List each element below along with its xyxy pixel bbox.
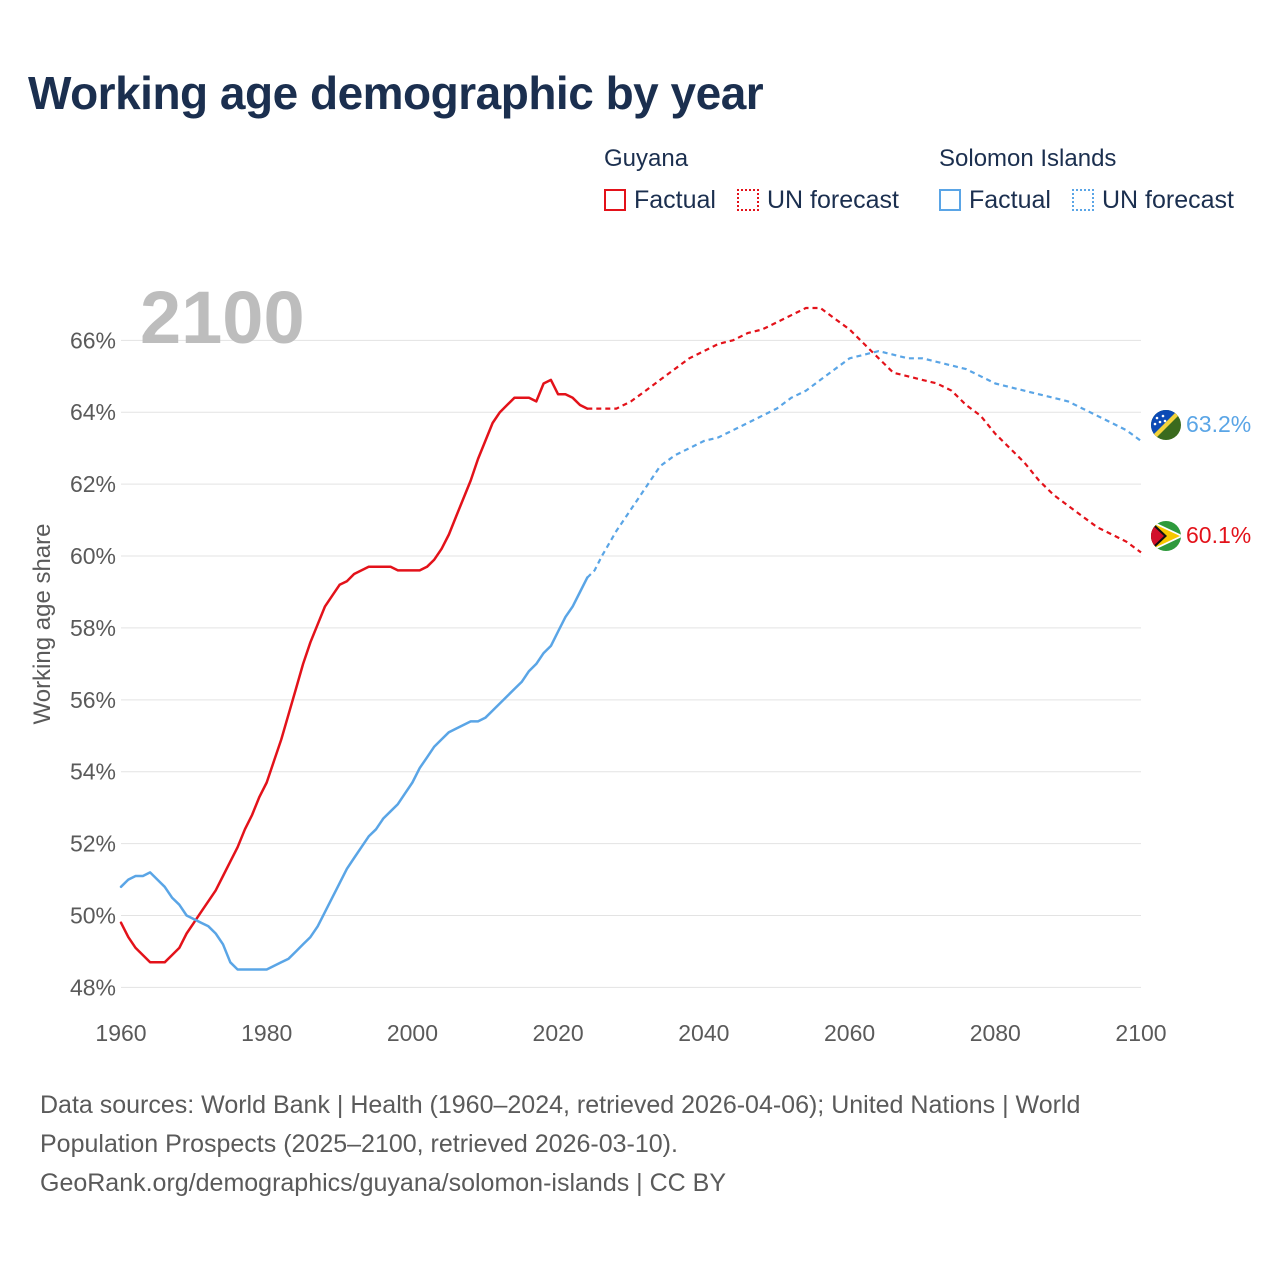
y-axis: 48% 50% 52% 54% 56% 58% 60% 62% 64% 66% [70, 327, 116, 1000]
year-overlay: 2100 [140, 276, 305, 359]
source-text: Data sources: World Bank | Health (1960–… [40, 1091, 1081, 1158]
series-line-solomon-islands-factual[interactable] [119, 576, 589, 971]
y-tick-label: 60% [70, 543, 116, 569]
chart-title: Working age demographic by year [28, 67, 764, 119]
series-line-guyana-factual[interactable] [119, 378, 589, 964]
y-tick-label: 50% [70, 903, 116, 929]
legend-swatch-dotted-icon [737, 189, 759, 211]
x-tick-label: 2000 [387, 1020, 438, 1046]
series-layer [119, 306, 1142, 971]
y-tick-label: 66% [70, 327, 116, 353]
legend-swatch-dotted-icon [1072, 189, 1094, 211]
series-line-solomon-islands-forecast[interactable] [586, 350, 1142, 579]
legend-label: UN forecast [1102, 185, 1234, 214]
x-axis: 1960 1980 2000 2020 2040 2060 2080 2100 [95, 1020, 1166, 1046]
x-tick-label: 2040 [678, 1020, 729, 1046]
x-tick-label: 1980 [241, 1020, 292, 1046]
source-credit: GeoRank.org/demographics/guyana/solomon-… [40, 1169, 727, 1197]
y-tick-label: 62% [70, 471, 116, 497]
legend-item-guyana-factual[interactable]: Factual [604, 186, 716, 214]
legend-label: Factual [634, 185, 716, 214]
grid [121, 339, 1141, 988]
y-tick-label: 56% [70, 687, 116, 713]
x-tick-label: 2080 [970, 1020, 1021, 1046]
x-tick-label: 2060 [824, 1020, 875, 1046]
x-tick-label: 2020 [533, 1020, 584, 1046]
y-tick-label: 58% [70, 615, 116, 641]
series-line-guyana-forecast[interactable] [587, 306, 1142, 554]
x-tick-label: 1960 [95, 1020, 146, 1046]
guyana-flag-icon [1151, 521, 1181, 551]
x-tick-label: 2100 [1115, 1020, 1166, 1046]
source-note: Data sources: World Bank | Health (1960–… [40, 1086, 1190, 1203]
legend-group-solomon-islands: Solomon Islands [939, 145, 1117, 172]
legend-label: UN forecast [767, 185, 899, 214]
legend-item-solomon-islands-forecast[interactable]: UN forecast [1072, 186, 1234, 214]
y-tick-label: 48% [70, 974, 116, 1000]
legend-item-guyana-forecast[interactable]: UN forecast [737, 186, 899, 214]
legend-swatch-solid-icon [939, 189, 961, 211]
end-label-guyana: 60.1% [1186, 522, 1251, 548]
solomon-islands-flag-icon [1151, 410, 1181, 440]
y-axis-label: Working age share [29, 524, 56, 725]
legend-item-solomon-islands-factual[interactable]: Factual [939, 186, 1051, 214]
legend-label: Factual [969, 185, 1051, 214]
legend-group-guyana: Guyana [604, 145, 689, 172]
end-label-solomon-islands: 63.2% [1186, 411, 1251, 437]
y-tick-label: 54% [70, 759, 116, 785]
legend-swatch-solid-icon [604, 189, 626, 211]
y-tick-label: 64% [70, 399, 116, 425]
y-tick-label: 52% [70, 831, 116, 857]
